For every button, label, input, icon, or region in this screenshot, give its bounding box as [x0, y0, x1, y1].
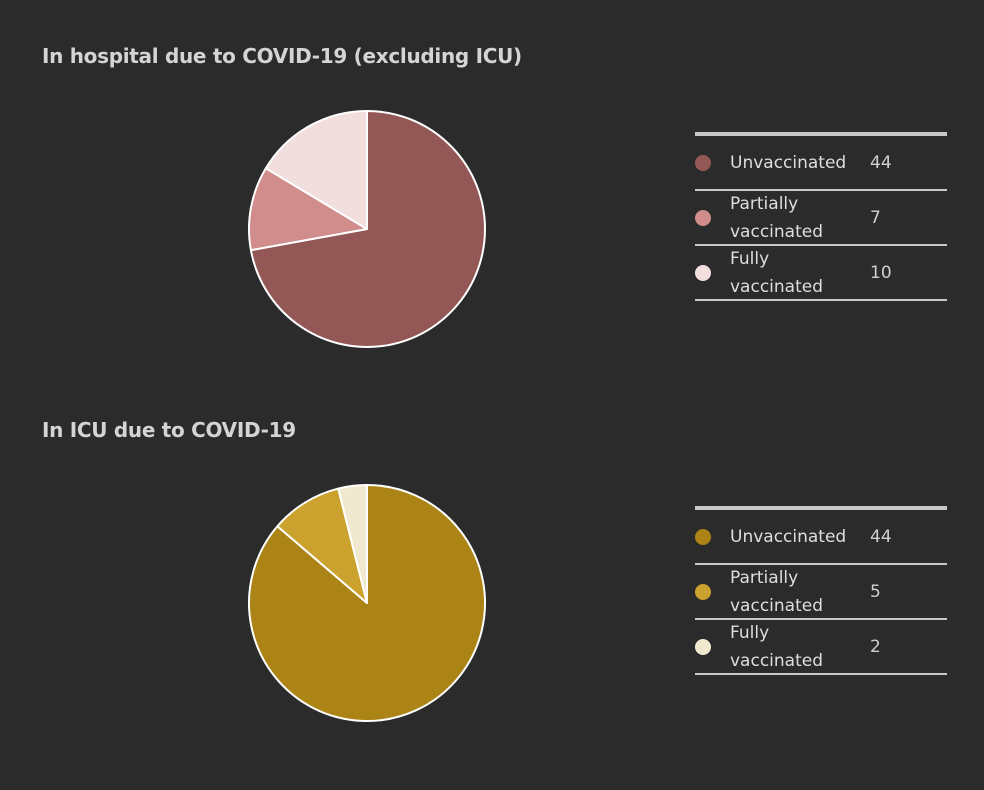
pie-slice-fully-vaccinated — [264, 110, 368, 230]
pie-chart — [248, 110, 486, 348]
legend-value: 44 — [870, 526, 892, 547]
legend-value: 7 — [870, 207, 881, 228]
pie-slice-partially-vaccinated — [248, 167, 368, 252]
pie-chart — [248, 484, 486, 722]
legend-label: Fully vaccinated — [730, 622, 824, 671]
legend-value: 5 — [870, 581, 881, 602]
legend-dot-icon — [695, 528, 711, 545]
legend-dot-icon — [695, 638, 711, 655]
legend-row: Partially vaccinated 5 — [695, 565, 947, 620]
chart-icu: In ICU due to COVID-19 Unvaccinated 44 P… — [0, 374, 984, 748]
legend-row: Unvaccinated 44 — [695, 136, 947, 191]
legend-label: Partially vaccinated — [730, 567, 824, 616]
chart-title: In hospital due to COVID-19 (excluding I… — [42, 44, 522, 68]
legend-label: Unvaccinated — [730, 152, 847, 173]
chart-hospital: In hospital due to COVID-19 (excluding I… — [0, 0, 984, 374]
legend-label: Partially vaccinated — [730, 193, 824, 242]
legend-dot-icon — [695, 583, 711, 600]
pie-slices — [248, 484, 486, 722]
pie-slice-fully-vaccinated — [337, 484, 368, 604]
legend-label: Fully vaccinated — [730, 248, 824, 297]
chart-title: In ICU due to COVID-19 — [42, 418, 296, 442]
legend-table: Unvaccinated 44 Partially vaccinated 7 F… — [695, 132, 947, 301]
legend-row: Fully vaccinated 10 — [695, 246, 947, 301]
legend-dot-icon — [695, 154, 711, 171]
legend-table: Unvaccinated 44 Partially vaccinated 5 F… — [695, 506, 947, 675]
legend-row: Partially vaccinated 7 — [695, 191, 947, 246]
legend-dot-icon — [695, 264, 711, 281]
legend-dot-icon — [695, 209, 711, 226]
legend-value: 44 — [870, 152, 892, 173]
legend-row: Fully vaccinated 2 — [695, 620, 947, 675]
legend-value: 2 — [870, 636, 881, 657]
legend-value: 10 — [870, 262, 892, 283]
pie-slices — [248, 110, 486, 348]
legend-label: Unvaccinated — [730, 526, 847, 547]
legend-row: Unvaccinated 44 — [695, 510, 947, 565]
